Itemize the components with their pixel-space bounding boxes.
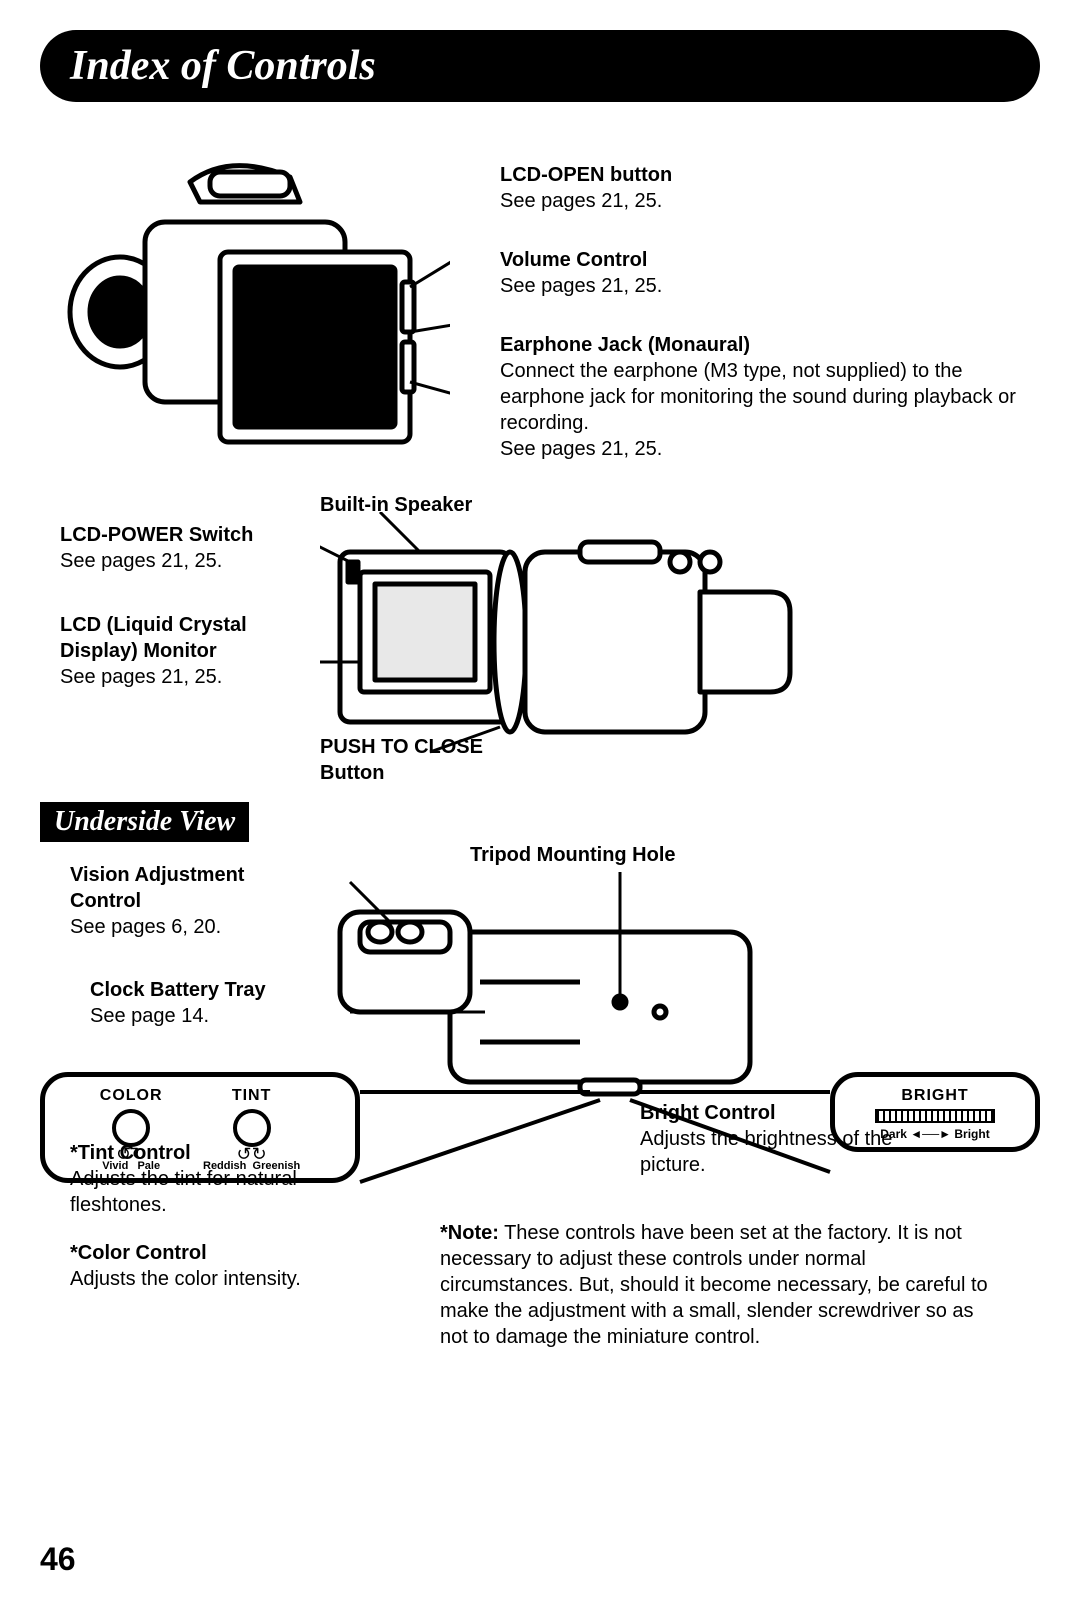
bright-control-text: Bright Control Adjusts the brightness of… xyxy=(640,1100,960,1178)
callout-lcd-monitor: LCD (Liquid Crystal Display) Monitor See… xyxy=(60,612,300,690)
tint-heading: *Tint Control xyxy=(70,1140,390,1166)
camera-illustration-mid xyxy=(320,512,800,772)
underside-header: Underside View xyxy=(40,802,249,842)
lcd-open-heading: LCD-OPEN button xyxy=(500,162,900,188)
page-number: 46 xyxy=(40,1541,76,1578)
mid-diagram: Built-in Speaker LCD-POWER Switch See pa… xyxy=(40,502,1040,782)
callout-lcd-open: LCD-OPEN button See pages 21, 25. xyxy=(500,162,900,214)
color-body: Adjusts the color intensity. xyxy=(70,1266,390,1292)
lcd-open-body: See pages 21, 25. xyxy=(500,188,900,214)
callout-volume: Volume Control See pages 21, 25. xyxy=(500,247,900,299)
callout-speaker: Built-in Speaker xyxy=(320,492,472,518)
callout-lcd-power: LCD-POWER Switch See pages 21, 25. xyxy=(60,522,300,574)
callout-push-close: PUSH TO CLOSE Button xyxy=(320,734,540,786)
bright-ctrl-body: Adjusts the brightness of the picture. xyxy=(640,1126,960,1178)
note-text: *Note: These controls have been set at t… xyxy=(440,1220,1000,1350)
note-heading: *Note: xyxy=(440,1222,499,1244)
speaker-heading: Built-in Speaker xyxy=(320,492,472,518)
tint-body: Adjusts the tint for natural fleshtones. xyxy=(70,1166,390,1218)
volume-heading: Volume Control xyxy=(500,247,900,273)
color-heading: *Color Control xyxy=(70,1240,390,1266)
callout-earphone: Earphone Jack (Monaural) Connect the ear… xyxy=(500,332,1020,462)
lcd-monitor-heading: LCD (Liquid Crystal Display) Monitor xyxy=(60,612,300,664)
lcd-power-heading: LCD-POWER Switch xyxy=(60,522,300,548)
lcd-monitor-body: See pages 21, 25. xyxy=(60,664,300,690)
top-diagram: LCD-OPEN button See pages 21, 25. Volume… xyxy=(40,122,1040,502)
lcd-power-body: See pages 21, 25. xyxy=(60,548,300,574)
tint-control-text: *Tint Control Adjusts the tint for natur… xyxy=(70,1140,390,1218)
bright-ctrl-heading: Bright Control xyxy=(640,1100,960,1126)
push-close-heading: PUSH TO CLOSE Button xyxy=(320,734,540,786)
camera-illustration-top xyxy=(50,122,450,462)
color-control-text: *Color Control Adjusts the color intensi… xyxy=(70,1240,390,1292)
note-body: These controls have been set at the fact… xyxy=(440,1222,988,1348)
earphone-heading: Earphone Jack (Monaural) xyxy=(500,332,1020,358)
page-title: Index of Controls xyxy=(40,30,1040,102)
earphone-body: Connect the earphone (M3 type, not suppl… xyxy=(500,358,1020,462)
volume-body: See pages 21, 25. xyxy=(500,273,900,299)
